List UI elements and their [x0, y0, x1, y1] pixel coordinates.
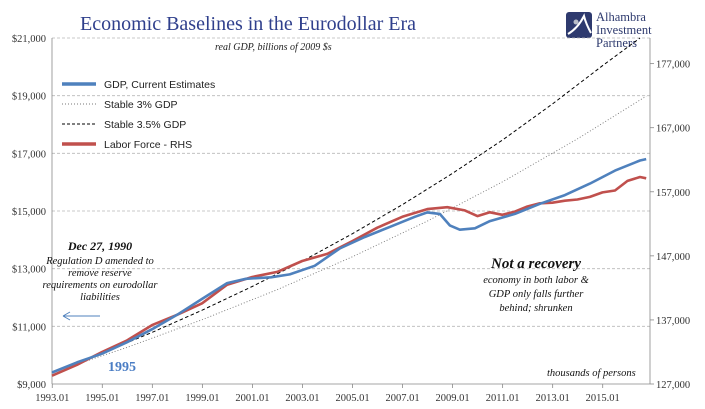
y-left-tick-label: $19,000	[12, 92, 46, 103]
y-right-tick-label: 177,000	[656, 60, 690, 71]
logo-line-2: Investment	[596, 23, 652, 37]
x-tick-label: 2011.01	[486, 393, 520, 404]
x-tick-label: 2007.01	[385, 393, 419, 404]
y-left-tick-label: $13,000	[12, 265, 46, 276]
arrowhead-icon	[62, 311, 71, 321]
logo-line-3: Partners	[596, 36, 637, 50]
y-left-tick-label: $11,000	[12, 322, 46, 333]
y-right-tick-label: 147,000	[656, 252, 690, 263]
y-left-tick-label: $15,000	[12, 207, 46, 218]
y-left-tick-label: $17,000	[12, 149, 46, 160]
annotation-not-a-recovery: Not a recovery economy in both labor & G…	[483, 256, 589, 314]
legend: GDP, Current Estimates Stable 3% GDP Sta…	[62, 79, 215, 151]
x-tick-label: 2005.01	[335, 393, 369, 404]
annotation-regulation-d: Dec 27, 1990 Regulation D amended to rem…	[43, 239, 159, 321]
annotation-recovery-2: GDP only falls further	[489, 289, 585, 300]
series-line-gdp-current-estimates	[51, 157, 647, 374]
x-tick-label: 2015.01	[586, 393, 620, 404]
annotation-line-1: Regulation D amended to	[45, 256, 154, 267]
logo-line-1: Alhambra	[596, 10, 646, 24]
x-tick-label: 2009.01	[436, 393, 470, 404]
annotation-line-3: requirements on eurodollar	[43, 280, 159, 291]
legend-label-labor: Labor Force - RHS	[104, 139, 192, 151]
y-right-tick-label: 167,000	[656, 124, 690, 135]
chart-subtitle: real GDP, billions of 2009 $s	[215, 42, 332, 53]
y-left-tick-label: $9,000	[17, 380, 46, 391]
legend-label-35pct: Stable 3.5% GDP	[104, 119, 186, 131]
x-tick-label: 2003.01	[285, 393, 319, 404]
y-left-tick-label: $21,000	[12, 34, 46, 45]
y-right-tick-label: 127,000	[656, 380, 690, 391]
logo-swoosh-icon	[567, 13, 592, 35]
legend-label-gdp: GDP, Current Estimates	[104, 79, 215, 91]
annotation-line-4: liabilities	[80, 292, 120, 303]
chart-title: Economic Baselines in the Eurodollar Era	[80, 13, 416, 35]
x-tick-label: 2013.01	[536, 393, 570, 404]
x-tick-label: 1993.01	[35, 393, 69, 404]
right-axis-note: thousands of persons	[547, 368, 636, 379]
x-tick-label: 1997.01	[135, 393, 169, 404]
x-tick-label: 1995.01	[85, 393, 119, 404]
annotation-recovery-1: economy in both labor &	[483, 275, 589, 286]
logo-dot-icon	[573, 19, 579, 25]
y-right-tick-label: 157,000	[656, 188, 690, 199]
x-tick-label: 1999.01	[185, 393, 219, 404]
series-lines	[51, 37, 647, 377]
x-tick-label: 2001.01	[235, 393, 269, 404]
series-line-stable-3-gdp	[51, 95, 647, 373]
annotation-headline: Not a recovery	[490, 256, 581, 272]
annotation-date: Dec 27, 1990	[67, 239, 132, 253]
alhambra-logo: Alhambra Investment Partners	[566, 10, 652, 50]
annotation-line-2: remove reserve	[68, 268, 132, 279]
year-1995-label: 1995	[108, 360, 136, 375]
axes: $9,000 $11,000 $13,000 $15,000 $17,000 $19,00…	[12, 34, 690, 404]
legend-label-3pct: Stable 3% GDP	[104, 99, 178, 111]
series-line-stable-3-5-gdp	[51, 37, 641, 373]
y-right-tick-label: 137,000	[656, 316, 690, 327]
annotation-recovery-3: behind; shrunken	[499, 303, 572, 314]
